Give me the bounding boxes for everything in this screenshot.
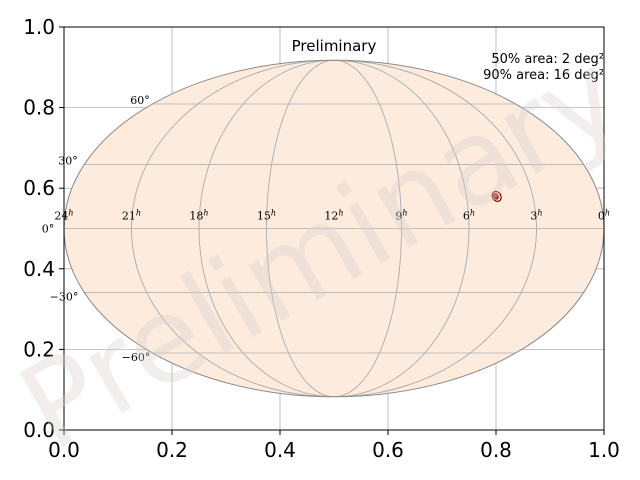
- x-tick-label: 0.0: [48, 438, 80, 462]
- localization-region: [491, 190, 502, 203]
- area-90-annotation: 90% area: 16 deg²: [483, 68, 604, 83]
- y-tick-label: 0.4: [23, 257, 55, 281]
- dec-labels: 60°30°0°−30°−60°: [42, 94, 151, 364]
- x-tick-label: 1.0: [588, 438, 620, 462]
- x-tick-label: 0.8: [480, 438, 512, 462]
- y-tick-label: 0.2: [23, 337, 55, 361]
- x-tick-label: 0.6: [372, 438, 404, 462]
- y-tick-label: 1.0: [23, 15, 55, 39]
- axes-frame: [63, 26, 605, 431]
- dec-label: 0°: [42, 223, 55, 236]
- area-50-annotation: 50% area: 2 deg²: [491, 52, 604, 67]
- y-tick-label: 0.6: [23, 176, 55, 200]
- dec-label: 60°: [130, 94, 150, 107]
- x-tick-label: 0.4: [264, 438, 296, 462]
- map-title: Preliminary: [292, 37, 377, 55]
- contour-50: [493, 193, 499, 200]
- dec-label: 30°: [58, 155, 78, 168]
- y-tick-label: 0.0: [23, 418, 55, 442]
- dec-label: −60°: [122, 351, 151, 364]
- x-tick-label: 0.2: [156, 438, 188, 462]
- contour-90: [491, 190, 502, 203]
- y-tick-label: 0.8: [23, 96, 55, 120]
- axis-ticks: 0.0 0.2 0.4 0.6 0.8 1.0 0.0 0.2 0.4 0.6 0.8 1.0: [23, 15, 620, 462]
- sky-graticule: [64, 60, 604, 397]
